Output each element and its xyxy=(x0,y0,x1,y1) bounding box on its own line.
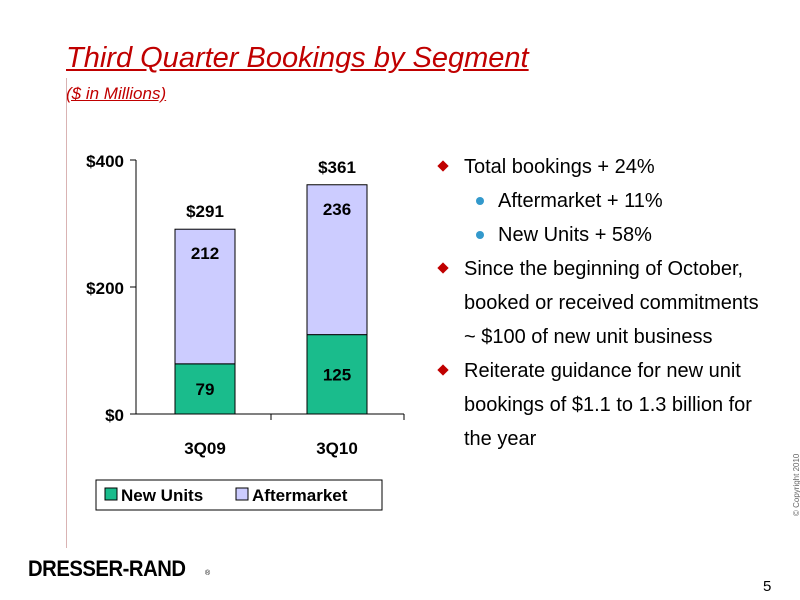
bullet-item: Since the beginning of October, booked o… xyxy=(436,252,766,354)
legend-swatch xyxy=(235,487,249,501)
bullet-item: Aftermarket + 11% xyxy=(436,184,766,218)
bar-value-label: 125 xyxy=(323,365,351,384)
bullet-item: New Units + 58% xyxy=(436,218,766,252)
dot-bullet-icon xyxy=(476,231,484,239)
x-tick-label: 3Q09 xyxy=(184,439,226,458)
bar-segment xyxy=(174,363,236,415)
dresser-rand-logo: DRESSER-RAND xyxy=(28,556,186,581)
bullet-item: Total bookings + 24% xyxy=(436,150,766,184)
legend-label: Aftermarket xyxy=(252,486,348,505)
bullet-text: Total bookings + 24% xyxy=(464,156,655,178)
bar-total-label: $291 xyxy=(186,202,224,221)
legend-label: New Units xyxy=(121,486,203,505)
bullet-text: New Units + 58% xyxy=(498,224,652,246)
bullet-item: Reiterate guidance for new unit bookings… xyxy=(436,354,766,456)
slide-title: Third Quarter Bookings by Segment xyxy=(66,42,529,74)
bar-total-label: $361 xyxy=(318,158,356,177)
diamond-bullet-icon xyxy=(437,364,449,376)
legend-swatch xyxy=(104,487,118,501)
x-tick-label: 3Q10 xyxy=(316,439,358,458)
diamond-bullet-icon xyxy=(437,262,449,274)
y-tick-label: $400 xyxy=(86,152,124,171)
bullet-text: Aftermarket + 11% xyxy=(498,190,663,212)
bullet-text: Since the beginning of October, booked o… xyxy=(464,258,759,348)
page-number: 5 xyxy=(763,578,772,595)
bullet-list: Total bookings + 24% Aftermarket + 11% New… xyxy=(436,150,766,456)
bar-segment xyxy=(306,184,368,336)
slide-subtitle: ($ in Millions) xyxy=(66,84,167,103)
copyright-notice: © Copyright 2010 xyxy=(792,453,800,516)
bullet-text: Reiterate guidance for new unit bookings… xyxy=(464,360,752,450)
registered-mark: ® xyxy=(205,570,211,577)
dot-bullet-icon xyxy=(476,197,484,205)
bar-value-label: 79 xyxy=(196,380,215,399)
left-divider-line xyxy=(66,78,67,548)
bar-segment xyxy=(174,228,236,365)
diamond-bullet-icon xyxy=(437,160,449,172)
bookings-bar-chart: $0 $200 $400 79 212 $291 3Q09 125 236 $361 3Q10 New… xyxy=(86,152,405,511)
bar-value-label: 212 xyxy=(191,244,219,263)
y-tick-label: $200 xyxy=(86,279,124,298)
bar-value-label: 236 xyxy=(323,200,351,219)
y-tick-label: $0 xyxy=(105,406,124,425)
